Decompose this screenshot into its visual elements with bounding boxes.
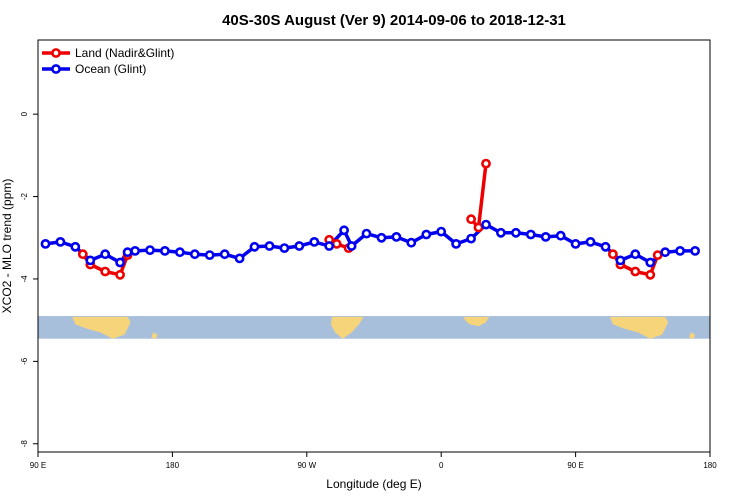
y-axis: 0 -2 -4 -6 -8 <box>20 111 38 447</box>
ocean-data-point <box>406 237 417 248</box>
x-tick-label: 90 W <box>297 461 316 470</box>
x-tick-label: 0 <box>439 461 444 470</box>
ocean-data-point <box>279 243 290 253</box>
ocean-data-point <box>436 226 447 237</box>
ocean-data-point <box>40 238 51 249</box>
ocean-data-point <box>122 247 133 258</box>
land-data-point <box>331 238 342 249</box>
ocean-data-point <box>55 236 66 247</box>
ocean-data-point <box>115 257 125 268</box>
ocean-data-point <box>219 249 230 260</box>
ocean-data-point <box>145 245 155 255</box>
ocean-data-point <box>100 249 111 260</box>
plot-frame <box>37 39 711 453</box>
x-axis: 90 E 180 90 W 0 90 E 180 <box>30 452 717 470</box>
ocean-data-point <box>660 247 671 258</box>
ocean-data-point <box>85 255 96 266</box>
ocean-data-point <box>264 241 275 251</box>
ocean-data-point <box>675 245 685 256</box>
ocean-data-point <box>159 245 170 256</box>
ocean-data-point <box>451 238 461 249</box>
map-ocean <box>38 316 710 339</box>
x-tick-label: 180 <box>703 461 717 470</box>
x-axis-label: Longitude (deg E) <box>326 477 421 491</box>
ocean-data-point <box>511 227 521 238</box>
ocean-data-point <box>495 227 506 238</box>
ocean-data-point <box>70 241 81 252</box>
ocean-data-point <box>234 253 245 264</box>
ocean-series-line <box>45 222 696 265</box>
ocean-data-point <box>174 247 185 258</box>
map-land <box>609 316 669 339</box>
y-tick-label: 0 <box>20 111 29 116</box>
map-land <box>151 332 158 339</box>
ocean-data-point <box>481 219 491 230</box>
ocean-data-point <box>466 233 476 244</box>
land-data-point <box>608 249 618 260</box>
ocean-data-point <box>421 229 432 240</box>
ocean-data-point <box>615 255 626 266</box>
ocean-data-point <box>376 232 387 243</box>
x-tick-label: 180 <box>166 461 180 470</box>
x-tick-label: 90 E <box>30 461 46 470</box>
ocean-data-point <box>361 228 372 239</box>
legend-ocean-label: Ocean (Glint) <box>75 62 146 76</box>
land-data-point <box>466 214 476 225</box>
series-layer <box>40 158 700 280</box>
legend: Land (Nadir&Glint) Ocean (Glint) <box>42 46 174 76</box>
ocean-data-point <box>391 231 402 242</box>
ocean-data-point <box>555 230 566 241</box>
ocean-data-point <box>346 241 357 251</box>
ocean-data-point <box>324 241 335 251</box>
x-tick-label: 90 E <box>567 461 583 470</box>
y-tick-label: -2 <box>20 192 29 200</box>
y-tick-label: -8 <box>20 440 29 448</box>
map-land <box>330 316 364 339</box>
ocean-data-point <box>339 225 349 236</box>
chart-title: 40S-30S August (Ver 9) 2014-09-06 to 201… <box>222 12 566 29</box>
map-land <box>72 316 131 339</box>
land-data-point <box>77 249 88 260</box>
ocean-data-point <box>585 236 596 247</box>
legend-ocean-marker <box>51 64 61 74</box>
land-data-point <box>115 269 125 280</box>
ocean-data-point <box>690 245 700 256</box>
map-land <box>689 332 696 339</box>
ocean-data-point <box>189 249 200 260</box>
ocean-data-point <box>294 241 305 251</box>
land-data-point <box>645 269 656 280</box>
land-data-point <box>481 158 491 169</box>
ocean-data-point <box>540 231 551 242</box>
ocean-data-point <box>570 238 581 249</box>
ocean-data-point <box>249 241 260 252</box>
legend-land-marker <box>51 48 61 58</box>
ocean-data-point <box>630 249 641 260</box>
ocean-data-point <box>204 250 215 260</box>
map-land <box>463 316 489 327</box>
ocean-data-point <box>645 257 656 268</box>
ocean-data-point <box>600 241 611 252</box>
land-data-point <box>100 266 111 277</box>
land-data-point <box>652 250 663 260</box>
legend-land-label: Land (Nadir&Glint) <box>75 46 174 60</box>
ocean-data-point <box>309 236 320 247</box>
ocean-data-point <box>130 245 140 256</box>
world-map-strip <box>38 316 710 339</box>
y-axis-label: XCO2 - MLO trend (ppm) <box>0 179 14 314</box>
land-data-point <box>473 222 484 233</box>
y-tick-label: -4 <box>20 275 29 283</box>
land-data-point <box>630 266 641 277</box>
ocean-data-point <box>525 229 536 240</box>
y-tick-label: -6 <box>20 357 29 365</box>
